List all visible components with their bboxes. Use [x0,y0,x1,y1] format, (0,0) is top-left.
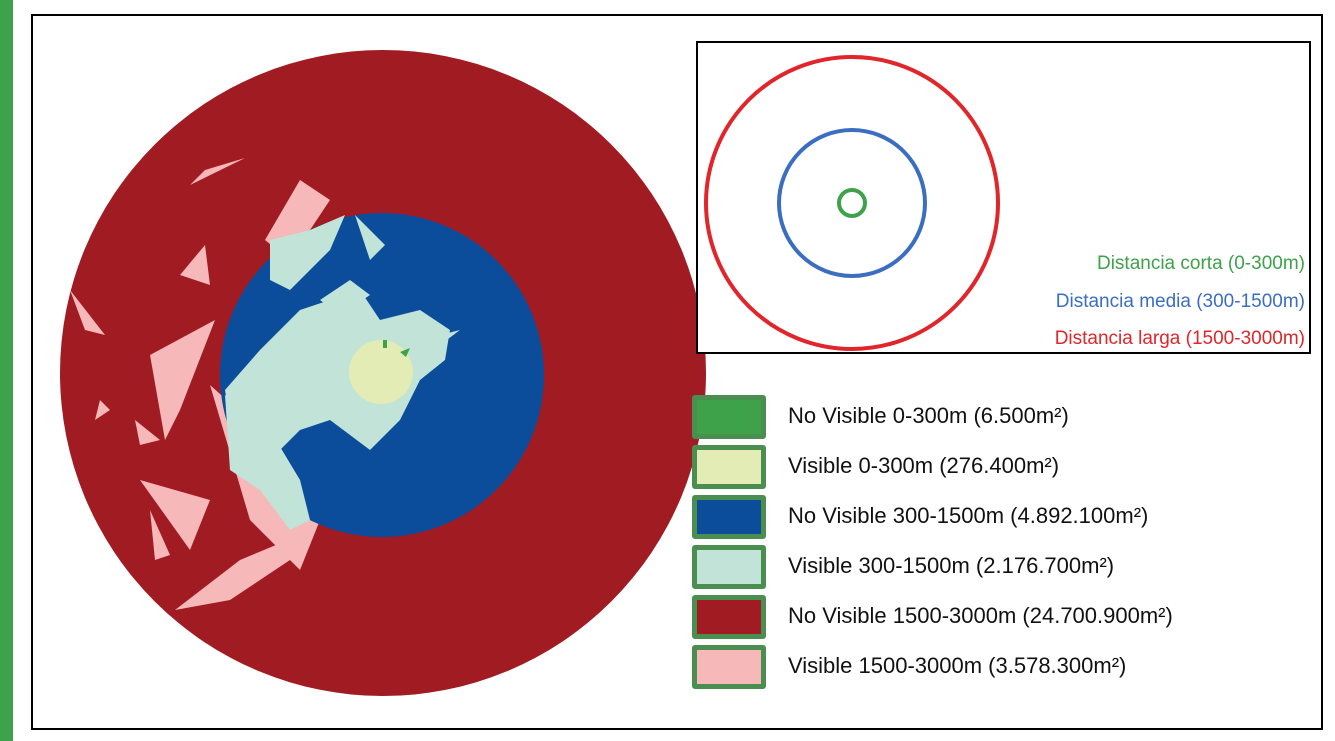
legend-item: No Visible 1500-3000m (24.700.900m²) [692,595,1312,639]
legend-swatch [692,645,766,689]
legend-swatch [692,545,766,589]
legend-label: No Visible 300-1500m (4.892.100m²) [788,503,1149,528]
inset-label-long: Distancia larga (1500-3000m) [1054,328,1305,349]
side-accent-bar [0,0,13,741]
ring-medium [777,128,927,278]
legend-item: Visible 1500-3000m (3.578.300m²) [692,645,1312,689]
inset-label-medium: Distancia media (300-1500m) [1055,291,1305,312]
ring-long [704,55,1000,351]
zone-visible-medium [225,215,460,530]
legend-swatch [692,445,766,489]
legend-item: Visible 300-1500m (2.176.700m²) [692,545,1312,589]
legend-label: Visible 0-300m (276.400m²) [788,453,1060,478]
legend-swatch [692,395,766,439]
distance-rings [704,55,1000,351]
legend-item: No Visible 300-1500m (4.892.100m²) [692,495,1312,539]
zone-visible-short [349,340,413,404]
legend-swatch [692,595,766,639]
inset-label-short: Distancia corta (0-300m) [1096,253,1305,274]
legend-item: No Visible 0-300m (6.500m²) [692,395,1312,439]
legend-label: No Visible 1500-3000m (24.700.900m²) [788,603,1173,628]
legend-swatch [692,495,766,539]
distance-inset: Distancia corta (0-300m) Distancia media… [696,41,1311,354]
legend-label: Visible 300-1500m (2.176.700m²) [788,553,1115,578]
legend-label: Visible 1500-3000m (3.578.300m²) [788,653,1127,678]
legend-label: No Visible 0-300m (6.500m²) [788,403,1069,428]
legend-item: Visible 0-300m (276.400m²) [692,445,1312,489]
ring-short [837,188,867,218]
zone-no-visible-short [383,340,410,357]
